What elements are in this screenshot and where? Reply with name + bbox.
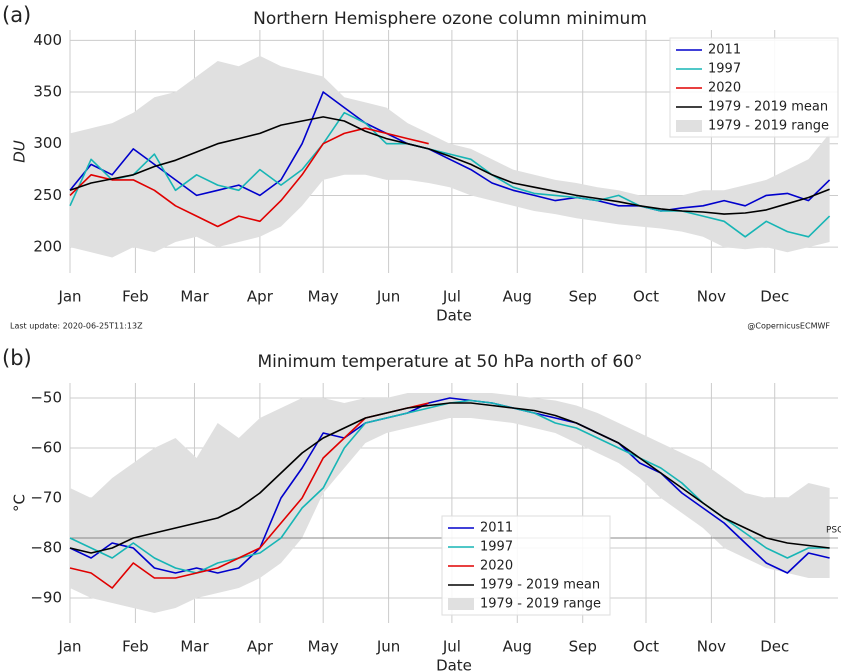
reference-label: PSC — [826, 526, 841, 536]
legend-label: 1979 - 2019 range — [480, 597, 601, 612]
x-tick-label: Sep — [569, 638, 597, 656]
x-tick-label: Jan — [57, 638, 81, 656]
panel-label: (b) — [2, 346, 32, 370]
footer-left: Last update: 2020-06-25T11:13Z — [10, 322, 143, 331]
x-tick-label: Apr — [247, 288, 274, 306]
series-line — [69, 91, 831, 212]
footer-right: @CopernicusECMWF — [747, 322, 830, 331]
y-tick-label: −70 — [30, 489, 62, 507]
legend-label: 1979 - 2019 range — [708, 119, 829, 134]
range-band — [70, 393, 830, 613]
legend-label: 1997 — [480, 540, 513, 555]
legend-swatch — [448, 598, 474, 610]
x-tick-label: Oct — [633, 288, 659, 306]
x-tick-label: Oct — [633, 638, 659, 656]
x-tick-label: Mar — [180, 288, 209, 306]
series-line — [69, 127, 429, 228]
x-axis-label: Date — [436, 307, 472, 325]
legend-label: 1979 - 2019 mean — [480, 578, 600, 593]
y-axis-label: DU — [11, 140, 29, 163]
series-line — [69, 111, 831, 238]
y-tick-label: −60 — [30, 439, 62, 457]
legend-label: 2020 — [480, 559, 513, 574]
x-tick-label: Feb — [122, 638, 149, 656]
y-tick-label: −80 — [30, 539, 62, 557]
chart-title: Minimum temperature at 50 hPa north of 6… — [258, 352, 643, 372]
x-tick-label: Jan — [57, 288, 81, 306]
chart-title: Northern Hemisphere ozone column minimum — [253, 9, 647, 29]
x-tick-label: Nov — [697, 288, 726, 306]
y-tick-label: −90 — [30, 589, 62, 607]
x-tick-label: Nov — [697, 638, 726, 656]
x-tick-label: Jul — [442, 288, 461, 306]
x-tick-label: Apr — [247, 638, 274, 656]
x-tick-label: Aug — [503, 638, 532, 656]
x-tick-label: Feb — [122, 288, 149, 306]
x-tick-label: Jul — [442, 638, 461, 656]
series-line — [69, 116, 830, 215]
legend-label: 1997 — [708, 62, 741, 77]
x-tick-label: Dec — [760, 288, 789, 306]
y-tick-label: 250 — [33, 186, 62, 204]
y-axis-label: °C — [11, 494, 29, 512]
x-tick-label: Jun — [376, 638, 400, 656]
x-axis-label: Date — [436, 657, 472, 672]
x-tick-label: Sep — [569, 288, 597, 306]
y-tick-label: 300 — [33, 134, 62, 152]
x-tick-label: May — [308, 638, 339, 656]
legend-label: 2011 — [480, 521, 513, 536]
x-tick-label: Mar — [180, 638, 209, 656]
series-line — [69, 397, 830, 574]
y-tick-label: 350 — [33, 83, 62, 101]
legend-label: 2011 — [708, 43, 741, 58]
series-line — [69, 402, 830, 554]
legend-label: 2020 — [708, 81, 741, 96]
legend-swatch — [676, 120, 702, 132]
x-tick-label: May — [308, 288, 339, 306]
x-tick-label: Aug — [503, 288, 532, 306]
y-tick-label: −50 — [30, 389, 62, 407]
panel-label: (a) — [2, 3, 31, 27]
y-tick-label: 400 — [33, 31, 62, 49]
x-tick-label: Jun — [376, 288, 400, 306]
x-tick-label: Dec — [760, 638, 789, 656]
legend-label: 1979 - 2019 mean — [708, 100, 828, 115]
y-tick-label: 200 — [33, 238, 62, 256]
